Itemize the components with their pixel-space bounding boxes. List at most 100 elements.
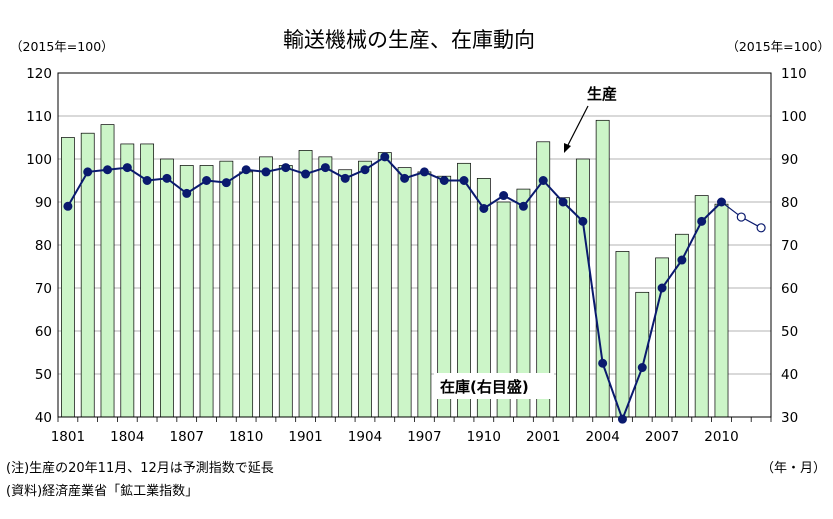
production-point [63, 201, 73, 211]
chart-title: 輸送機械の生産、在庫動向 [283, 28, 535, 52]
source-note: (資料)経済産業省「鉱工業指数」 [6, 483, 198, 499]
inventory-bar [318, 156, 333, 418]
x-tick-label: 1901 [288, 429, 322, 445]
production-point [419, 167, 429, 177]
left-tick-label: 100 [26, 152, 52, 168]
production-point [182, 188, 192, 198]
inventory-bar [358, 160, 372, 418]
production-point [518, 201, 528, 211]
inventory-bar [199, 165, 214, 418]
production-point [320, 163, 330, 173]
inventory-bar [278, 165, 293, 418]
inventory-bar [714, 203, 729, 418]
x-tick-label: 2004 [585, 429, 619, 445]
inventory-bar [595, 119, 610, 418]
production-point [479, 203, 489, 213]
inventory-bar [239, 171, 254, 418]
production-point [241, 165, 251, 175]
production-point [637, 363, 647, 373]
x-tick-label: 2007 [645, 429, 679, 445]
production-point [261, 167, 271, 177]
production-point [538, 176, 548, 185]
production-point [221, 178, 231, 188]
production-point [439, 176, 449, 185]
production-point [558, 197, 568, 207]
production-point [202, 176, 212, 185]
production-point [716, 197, 726, 207]
inventory-bar [635, 291, 650, 418]
inventory-bar [338, 169, 353, 418]
right-tick-label: 80 [781, 195, 798, 211]
left-axis-ticks: 120 110 100 90 80 70 60 50 40 [26, 66, 52, 426]
production-point [340, 173, 350, 183]
inventory-series-label: 在庫(右目盛) [440, 378, 529, 396]
production-point [380, 152, 390, 162]
x-tick-label: 2010 [704, 429, 738, 445]
production-point [400, 173, 410, 183]
production-point [677, 255, 687, 265]
inventory-bar [219, 160, 234, 418]
x-tick-label: 1907 [407, 429, 441, 445]
production-pointer-arrow [566, 105, 589, 148]
inventory-bar [160, 158, 174, 418]
inventory-bar [377, 152, 392, 418]
production-line [63, 152, 766, 424]
right-axis-ticks: 110 100 90 80 70 60 50 40 30 [781, 66, 807, 426]
left-tick-label: 110 [26, 109, 52, 125]
inventory-bar [556, 197, 570, 418]
x-tick-label: 1804 [110, 429, 144, 445]
right-tick-label: 30 [781, 410, 798, 426]
x-tick-label: 1904 [348, 429, 382, 445]
right-tick-label: 40 [781, 367, 798, 383]
production-point [142, 176, 152, 185]
left-axis-unit: （2015年=100） [10, 39, 114, 54]
inventory-bar [61, 137, 75, 418]
x-tick-label: 2001 [526, 429, 560, 445]
production-series-label: 生産 [587, 85, 617, 103]
x-tick-label: 1807 [170, 429, 204, 445]
production-point [598, 358, 608, 368]
right-tick-label: 100 [781, 109, 807, 125]
inventory-bars [61, 119, 729, 418]
left-tick-label: 70 [35, 281, 52, 297]
left-tick-label: 80 [35, 238, 52, 254]
x-tick-label: 1810 [229, 429, 263, 445]
x-axis-ticks: 1801 1804 1807 1810 1901 1904 1907 1910 2001 2004… [51, 417, 772, 445]
inventory-bar [259, 156, 273, 418]
x-axis-unit: （年・月） [761, 461, 826, 476]
production-forecast-point [736, 212, 746, 222]
production-forecast-point [756, 223, 766, 233]
production-point [281, 163, 291, 173]
left-tick-label: 40 [35, 410, 52, 426]
x-tick-label: 1801 [51, 429, 85, 445]
inventory-bar [179, 165, 194, 418]
production-pointer-arrowhead [564, 143, 571, 153]
production-point [657, 283, 667, 293]
right-tick-label: 70 [781, 238, 798, 254]
right-tick-label: 50 [781, 324, 798, 340]
inventory-bar [120, 143, 135, 418]
production-point [83, 167, 93, 177]
right-tick-label: 90 [781, 152, 798, 168]
left-tick-label: 50 [35, 367, 52, 383]
right-tick-label: 60 [781, 281, 798, 297]
production-point [697, 216, 707, 226]
x-tick-label: 1910 [467, 429, 501, 445]
inventory-bar [615, 251, 630, 418]
inventory-bar [575, 158, 590, 418]
right-axis-unit: （2015年=100） [726, 39, 830, 54]
production-point [103, 165, 113, 175]
inventory-bar [397, 167, 412, 418]
right-tick-label: 110 [781, 66, 807, 82]
left-tick-label: 90 [35, 195, 52, 211]
footnote: (注)生産の20年11月、12月は予測指数で延長 [6, 460, 274, 476]
production-point [459, 176, 469, 185]
inventory-bar [298, 150, 313, 418]
production-point [162, 173, 172, 183]
production-point [301, 169, 311, 179]
inventory-label-box [434, 373, 554, 399]
left-tick-label: 120 [26, 66, 52, 82]
left-tick-label: 60 [35, 324, 52, 340]
production-point [360, 165, 370, 175]
